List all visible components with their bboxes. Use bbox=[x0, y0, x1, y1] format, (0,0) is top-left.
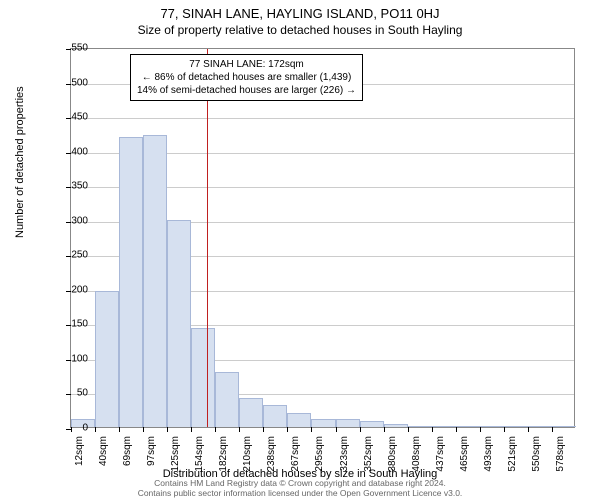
xtick-label: 12sqm bbox=[74, 436, 85, 476]
xtick-label: 125sqm bbox=[170, 436, 181, 476]
xtick-mark bbox=[215, 427, 216, 432]
histogram-bar bbox=[432, 426, 456, 427]
xtick-mark bbox=[456, 427, 457, 432]
histogram-bar bbox=[456, 426, 480, 427]
xtick-label: 352sqm bbox=[363, 436, 374, 476]
ytick-label: 100 bbox=[58, 353, 88, 364]
histogram-bar bbox=[311, 419, 335, 427]
xtick-mark bbox=[408, 427, 409, 432]
annotation-box: 77 SINAH LANE: 172sqm ← 86% of detached … bbox=[130, 54, 363, 101]
plot-region bbox=[70, 48, 575, 428]
xtick-label: 323sqm bbox=[339, 436, 350, 476]
xtick-mark bbox=[504, 427, 505, 432]
histogram-bar bbox=[287, 413, 311, 427]
ytick-label: 0 bbox=[58, 423, 88, 434]
xtick-mark bbox=[528, 427, 529, 432]
xtick-mark bbox=[552, 427, 553, 432]
footer-line1: Contains HM Land Registry data © Crown c… bbox=[0, 478, 600, 488]
ytick-label: 250 bbox=[58, 250, 88, 261]
xtick-label: 550sqm bbox=[531, 436, 542, 476]
xtick-mark bbox=[287, 427, 288, 432]
histogram-bar bbox=[480, 426, 504, 427]
ytick-label: 550 bbox=[58, 43, 88, 54]
xtick-mark bbox=[311, 427, 312, 432]
xtick-label: 210sqm bbox=[242, 436, 253, 476]
xtick-label: 154sqm bbox=[194, 436, 205, 476]
ytick-label: 350 bbox=[58, 181, 88, 192]
footer-line2: Contains public sector information licen… bbox=[0, 488, 600, 498]
xtick-mark bbox=[432, 427, 433, 432]
ytick-label: 300 bbox=[58, 215, 88, 226]
property-marker-line bbox=[207, 49, 208, 427]
xtick-mark bbox=[384, 427, 385, 432]
xtick-label: 295sqm bbox=[314, 436, 325, 476]
xtick-label: 578sqm bbox=[555, 436, 566, 476]
annotation-line3: 14% of semi-detached houses are larger (… bbox=[137, 84, 356, 97]
xtick-mark bbox=[336, 427, 337, 432]
gridline bbox=[71, 118, 574, 119]
ytick-label: 200 bbox=[58, 284, 88, 295]
histogram-bar bbox=[239, 398, 263, 427]
ytick-label: 450 bbox=[58, 112, 88, 123]
xtick-label: 97sqm bbox=[146, 436, 157, 476]
xtick-label: 267sqm bbox=[290, 436, 301, 476]
histogram-bar bbox=[408, 426, 432, 427]
histogram-bar bbox=[384, 424, 408, 427]
xtick-label: 437sqm bbox=[435, 436, 446, 476]
chart-area: 77 SINAH LANE: 172sqm ← 86% of detached … bbox=[70, 48, 575, 428]
histogram-bar bbox=[504, 426, 528, 427]
histogram-bar bbox=[143, 135, 167, 427]
xtick-label: 408sqm bbox=[411, 436, 422, 476]
chart-container: 77, SINAH LANE, HAYLING ISLAND, PO11 0HJ… bbox=[0, 0, 600, 500]
ytick-label: 500 bbox=[58, 77, 88, 88]
xtick-label: 69sqm bbox=[122, 436, 133, 476]
xtick-label: 465sqm bbox=[459, 436, 470, 476]
xtick-mark bbox=[360, 427, 361, 432]
footer: Contains HM Land Registry data © Crown c… bbox=[0, 478, 600, 498]
xtick-mark bbox=[143, 427, 144, 432]
histogram-bar bbox=[119, 137, 143, 427]
xtick-label: 182sqm bbox=[218, 436, 229, 476]
xtick-label: 380sqm bbox=[387, 436, 398, 476]
ytick-label: 400 bbox=[58, 146, 88, 157]
xtick-mark bbox=[167, 427, 168, 432]
xtick-mark bbox=[119, 427, 120, 432]
histogram-bar bbox=[95, 291, 119, 427]
histogram-bar bbox=[336, 419, 360, 427]
y-axis-label: Number of detached properties bbox=[14, 86, 26, 238]
histogram-bar bbox=[167, 220, 191, 427]
chart-subtitle: Size of property relative to detached ho… bbox=[0, 21, 600, 37]
xtick-mark bbox=[239, 427, 240, 432]
xtick-mark bbox=[191, 427, 192, 432]
xtick-mark bbox=[480, 427, 481, 432]
ytick-label: 150 bbox=[58, 319, 88, 330]
ytick-label: 50 bbox=[58, 388, 88, 399]
histogram-bar bbox=[263, 405, 287, 427]
histogram-bar bbox=[528, 426, 552, 427]
xtick-mark bbox=[95, 427, 96, 432]
histogram-bar bbox=[360, 421, 384, 427]
annotation-line1: 77 SINAH LANE: 172sqm bbox=[137, 58, 356, 71]
xtick-mark bbox=[263, 427, 264, 432]
xtick-label: 493sqm bbox=[483, 436, 494, 476]
annotation-line2: ← 86% of detached houses are smaller (1,… bbox=[137, 71, 356, 84]
xtick-label: 40sqm bbox=[98, 436, 109, 476]
histogram-bar bbox=[552, 426, 576, 427]
xtick-label: 521sqm bbox=[507, 436, 518, 476]
histogram-bar bbox=[215, 372, 239, 427]
chart-title: 77, SINAH LANE, HAYLING ISLAND, PO11 0HJ bbox=[0, 0, 600, 21]
histogram-bar bbox=[191, 328, 215, 427]
xtick-label: 238sqm bbox=[266, 436, 277, 476]
